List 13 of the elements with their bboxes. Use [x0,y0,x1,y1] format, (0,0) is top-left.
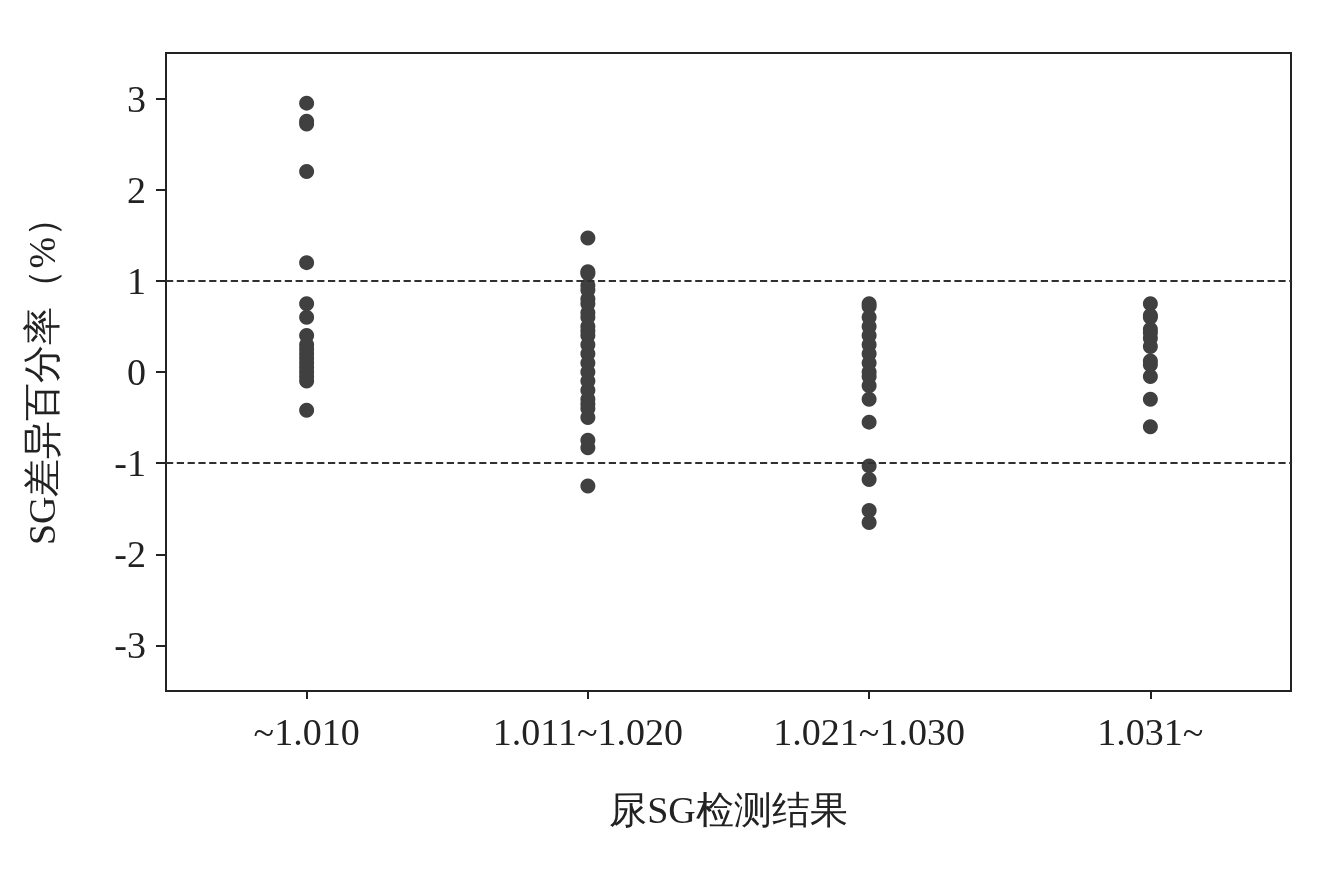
y-tick-label: 3 [127,77,146,120]
x-tick-label: 1.021~1.030 [773,711,965,753]
x-axis-title: 尿SG检测结果 [609,789,848,831]
y-tick-label: -3 [114,624,146,667]
y-axis-title: SG差异百分率（%） [21,198,63,546]
x-tick-label: 1.031~ [1097,711,1204,753]
y-tick-label: -1 [114,442,146,485]
y-tick-label: 2 [127,168,146,211]
y-tick-label: 1 [127,259,146,302]
y-tick-label: 0 [127,351,146,393]
x-tick-label: 1.011~1.020 [492,711,683,753]
y-tick-label: -2 [114,533,146,576]
x-tick-label: ~1.010 [253,711,360,753]
